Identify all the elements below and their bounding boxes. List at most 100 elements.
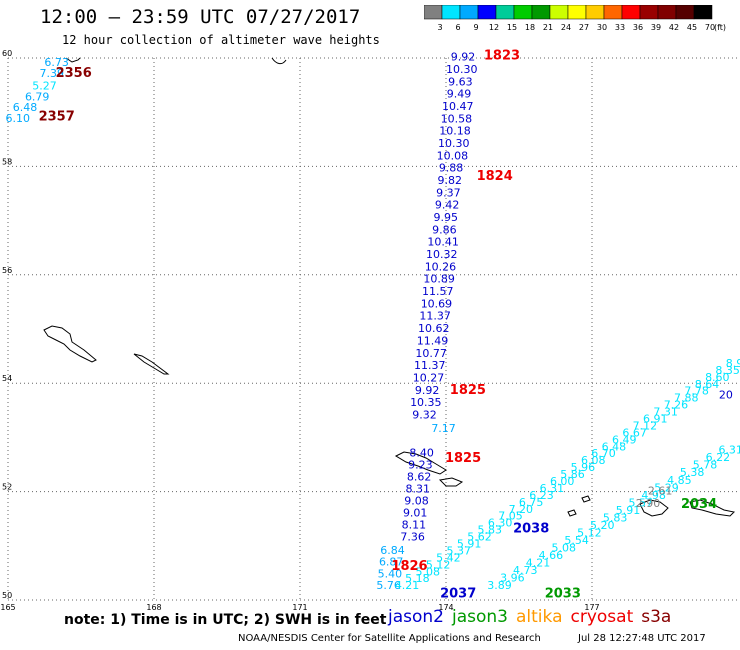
y-tick-label: 52	[2, 483, 12, 492]
swh-value: 10.62	[418, 322, 450, 335]
swh-value: 8.64	[695, 378, 720, 391]
x-tick-label: 174	[438, 603, 453, 612]
pass-time-label: 1825	[445, 451, 481, 466]
swh-value: 9.08	[404, 494, 429, 507]
swh-value: 6.22	[706, 451, 731, 464]
y-tick-label: 58	[2, 157, 12, 166]
pass-time-label: 2038	[513, 521, 549, 536]
x-tick-label: 168	[146, 603, 161, 612]
coastline-attu-island	[394, 451, 447, 475]
swh-value: 6.49	[612, 433, 637, 446]
plot-background	[8, 58, 738, 600]
swh-value: 5.83	[603, 511, 628, 524]
swh-value: 6.87	[379, 556, 404, 569]
swh-value: 7.20	[509, 503, 534, 516]
coastline-islet-b	[581, 495, 591, 503]
swh-value: 10.89	[423, 273, 455, 286]
swh-value: 10.27	[413, 371, 445, 384]
swh-value: 5.40	[378, 567, 403, 580]
swh-value: 6.10	[5, 112, 30, 125]
color-threshold-label: 18	[525, 23, 535, 32]
swh-value: 10.08	[437, 149, 469, 162]
swh-value: 5.08	[551, 542, 576, 555]
swh-value: 9.63	[448, 75, 473, 88]
swh-value: 10.18	[439, 125, 471, 138]
coastline-northwest	[65, 57, 81, 63]
y-tick-label: 54	[2, 374, 12, 383]
swh-value: 7.12	[633, 419, 658, 432]
swh-value: 7.05	[498, 510, 523, 523]
swh-value: 7.36	[400, 530, 425, 543]
coastline-kiska-island	[639, 499, 669, 517]
color-threshold-label: 12	[489, 23, 499, 32]
pass-time-label: 2037	[440, 586, 476, 601]
swh-value: 9.82	[437, 174, 462, 187]
swh-value: 9.92	[451, 51, 476, 64]
swh-value: 5.08	[416, 565, 441, 578]
page-subtitle: 12 hour collection of altimeter wave hei…	[62, 33, 380, 47]
swh-value: 9.32	[412, 408, 437, 421]
swh-value: 2.90	[636, 497, 661, 510]
swh-value: 11.37	[419, 310, 451, 323]
pass-time-label: 1826	[391, 559, 427, 574]
swh-value: 10.58	[441, 112, 473, 125]
coastline-rat-islands	[689, 499, 736, 517]
swh-value: 5.54	[564, 534, 589, 547]
color-threshold-label: 27	[579, 23, 589, 32]
swh-value: 10.32	[426, 248, 458, 261]
satellite-legend-altika: altika	[516, 607, 563, 627]
data-points: 9.9210.309.639.4910.4710.5810.1810.3010.…	[5, 51, 740, 592]
swh-value: 9.86	[432, 223, 457, 236]
color-threshold-label: 70	[705, 23, 715, 32]
swh-value: 9.88	[439, 162, 464, 175]
swh-value: 8.35	[715, 364, 740, 377]
swh-value: 5.18	[405, 572, 430, 585]
swh-value: 6.23	[529, 489, 554, 502]
y-tick-label: 60	[2, 49, 12, 58]
generated-timestamp: Jul 28 12:27:48 UTC 2017	[578, 633, 706, 644]
y-tick-label: 56	[2, 266, 12, 275]
color-threshold-label: 9	[473, 23, 478, 32]
swh-value: 6.31	[540, 482, 565, 495]
color-threshold-label: 36	[633, 23, 643, 32]
pass-time-label: 2356	[56, 66, 92, 81]
swh-value: 6.84	[380, 544, 405, 557]
color-threshold-label: 21	[543, 23, 553, 32]
color-threshold-label: 15	[507, 23, 517, 32]
swh-value: 6.67	[622, 426, 647, 439]
pass-time-label: 1823	[484, 49, 520, 64]
color-swatch	[693, 5, 713, 20]
color-threshold-label: 33	[615, 23, 625, 32]
swh-value: 4.73	[513, 564, 538, 577]
satellite-legend: jason2 jason3 altika cryosat s3a	[388, 607, 679, 627]
swh-value: 6.30	[488, 517, 513, 530]
page-title: 12:00 – 23:59 UTC 07/27/2017	[40, 6, 361, 28]
swh-value: 6.00	[550, 475, 575, 488]
satellite-legend-jason2: jason2	[388, 607, 444, 627]
swh-value: 9.95	[434, 211, 459, 224]
swh-value: 11.49	[417, 334, 449, 347]
swh-value: 10.77	[415, 347, 447, 360]
color-threshold-label: 42	[669, 23, 679, 32]
swh-value: 5.91	[457, 537, 482, 550]
swh-value: 6.73	[44, 56, 69, 69]
swh-value: 5.86	[560, 468, 585, 481]
swh-value: 9.23	[408, 458, 433, 471]
swh-value: 4.98	[641, 489, 666, 502]
swh-value: 7.78	[684, 385, 709, 398]
color-threshold-label: 24	[561, 23, 571, 32]
swh-value: 10.30	[446, 63, 478, 76]
footnote: note: 1) Time is in UTC; 2) SWH is in fe…	[64, 612, 387, 628]
swh-value: 8.60	[705, 371, 730, 384]
pass-time-label: 1824	[477, 169, 513, 184]
swh-value: 4.66	[539, 549, 564, 562]
swh-value: 6.48	[13, 101, 38, 114]
swh-value: 9.49	[447, 88, 472, 101]
swh-value: 8.62	[407, 470, 432, 483]
credit-line: NOAA/NESDIS Center for Satellite Applica…	[238, 633, 541, 644]
swh-value: 5.12	[426, 558, 451, 571]
swh-value: 3.96	[500, 572, 525, 585]
coastlines	[43, 57, 736, 517]
coastline-islet-a	[567, 509, 577, 517]
swh-value: 5.76	[376, 579, 401, 592]
